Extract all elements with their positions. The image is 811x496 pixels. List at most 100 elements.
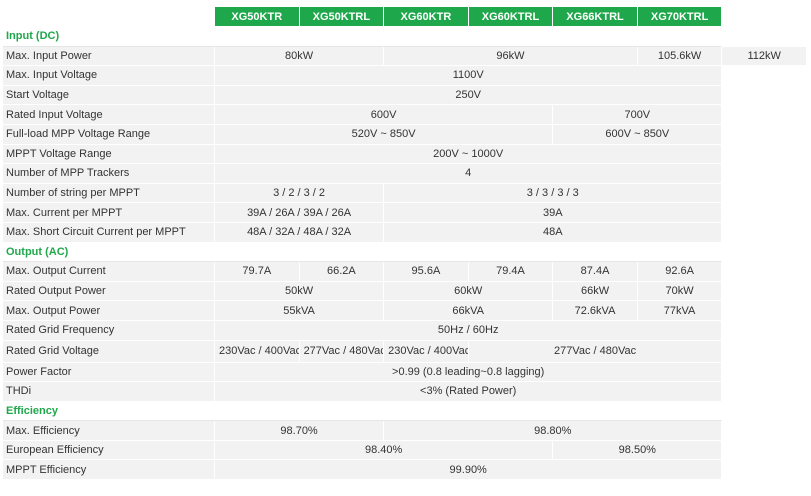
- spec-table: XG50KTR XG50KTRL XG60KTR XG60KTRL XG66KTRL XG…: [3, 7, 807, 481]
- spec-label: Max. Input Power: [3, 46, 215, 67]
- spec-label: Max. Efficiency: [3, 421, 215, 441]
- spec-value: 92.6A: [637, 262, 723, 282]
- spec-label: MPPT Voltage Range: [3, 144, 215, 165]
- spec-row: Max. Input Voltage 1100V: [3, 66, 807, 86]
- spec-value: 4: [215, 164, 723, 184]
- section-title: Efficiency: [3, 401, 723, 422]
- spec-value: 600V ~ 850V: [553, 124, 723, 145]
- spec-value: 3 / 3 / 3 / 3: [384, 183, 723, 204]
- spec-row: Start Voltage 250V: [3, 85, 807, 106]
- spec-row: Max. Efficiency 98.70% 98.80%: [3, 421, 807, 441]
- spec-value: 77kVA: [637, 301, 723, 321]
- section-row: Efficiency: [3, 401, 807, 422]
- spec-value: 80kW: [215, 46, 385, 67]
- spec-label: Max. Output Current: [3, 262, 215, 282]
- spec-label: THDi: [3, 382, 215, 402]
- spec-label: Max. Current per MPPT: [3, 203, 215, 223]
- spec-label: Rated Grid Voltage: [3, 340, 215, 363]
- spec-value: 98.70%: [215, 421, 385, 441]
- spec-value: 1100V: [215, 66, 723, 86]
- spec-row: THDi <3% (Rated Power): [3, 382, 807, 402]
- spec-label: Start Voltage: [3, 85, 215, 106]
- spec-value: 48A / 32A / 48A / 32A: [215, 222, 385, 243]
- spec-value: <3% (Rated Power): [215, 382, 723, 402]
- spec-row: Number of MPP Trackers 4: [3, 164, 807, 184]
- spec-label: MPPT Efficiency: [3, 460, 215, 481]
- spec-value: 66kVA: [384, 301, 554, 321]
- spec-label: Number of string per MPPT: [3, 183, 215, 204]
- spec-row: MPPT Efficiency 99.90%: [3, 460, 807, 481]
- spec-value: 700V: [553, 105, 723, 125]
- column-header: XG60KTR: [384, 7, 469, 27]
- spec-value: 55kVA: [215, 301, 385, 321]
- table-body: Input (DC) Max. Input Power 80kW 96kW 105.6k…: [3, 27, 807, 481]
- spec-row: Max. Short Circuit Current per MPPT 48A /…: [3, 222, 807, 243]
- header-row: XG50KTR XG50KTRL XG60KTR XG60KTRL XG66KTRL XG…: [3, 7, 807, 27]
- spec-value: 277Vac / 480Vac: [299, 340, 385, 363]
- spec-row: Rated Grid Voltage 230Vac / 400Vac 277Vac …: [3, 340, 807, 363]
- column-header: XG60KTRL: [468, 7, 554, 27]
- section-row: Input (DC): [3, 27, 807, 47]
- spec-value: 39A: [384, 203, 723, 223]
- spec-value: 98.50%: [553, 440, 723, 461]
- column-header: XG50KTR: [215, 7, 300, 27]
- spec-value: 98.80%: [384, 421, 723, 441]
- spec-value: 72.6kVA: [553, 301, 638, 321]
- spec-value: 50Hz / 60Hz: [215, 320, 723, 341]
- column-header: XG50KTRL: [299, 7, 385, 27]
- spec-value: 87.4A: [553, 262, 638, 282]
- spec-value: 200V ~ 1000V: [215, 144, 723, 165]
- spec-value: 66kW: [553, 281, 638, 302]
- spec-label: Max. Short Circuit Current per MPPT: [3, 222, 215, 243]
- spec-row: Max. Input Power 80kW 96kW 105.6kW 112kW: [3, 46, 807, 67]
- spec-value: 520V ~ 850V: [215, 124, 554, 145]
- spec-label: Rated Grid Frequency: [3, 320, 215, 341]
- spec-label: Max. Input Voltage: [3, 66, 215, 86]
- spec-row: European Efficiency 98.40% 98.50%: [3, 440, 807, 461]
- spec-value: >0.99 (0.8 leading~0.8 lagging): [215, 362, 723, 383]
- spec-value: 50kW: [215, 281, 385, 302]
- spec-value: 98.40%: [215, 440, 554, 461]
- spec-value: 250V: [215, 85, 723, 106]
- section-title: Output (AC): [3, 242, 723, 263]
- spec-value: 600V: [215, 105, 554, 125]
- spec-value: 70kW: [637, 281, 723, 302]
- section-title: Input (DC): [3, 27, 723, 47]
- spec-value: 230Vac / 400Vac: [384, 340, 469, 363]
- spec-label: Rated Output Power: [3, 281, 215, 302]
- spec-label: Number of MPP Trackers: [3, 164, 215, 184]
- spec-value: 99.90%: [215, 460, 723, 481]
- spec-value: 277Vac / 480Vac: [468, 340, 723, 363]
- spec-row: Max. Output Power 55kVA 66kVA 72.6kVA 77kVA: [3, 301, 807, 321]
- spec-value: 95.6A: [384, 262, 469, 282]
- spec-row: Max. Output Current 79.7A 66.2A 95.6A 79.4A 8…: [3, 262, 807, 282]
- spec-value: 79.4A: [468, 262, 554, 282]
- spec-row: Rated Grid Frequency 50Hz / 60Hz: [3, 320, 807, 341]
- spec-row: Rated Input Voltage 600V 700V: [3, 105, 807, 125]
- section-row: Output (AC): [3, 242, 807, 263]
- spec-value: 105.6kW: [637, 46, 723, 67]
- spec-row: Rated Output Power 50kW 60kW 66kW 70kW: [3, 281, 807, 302]
- column-header: XG66KTRL: [553, 7, 638, 27]
- spec-label: European Efficiency: [3, 440, 215, 461]
- spec-value: 96kW: [384, 46, 638, 67]
- spec-label: Full-load MPP Voltage Range: [3, 124, 215, 145]
- spec-row: Full-load MPP Voltage Range 520V ~ 850V 60…: [3, 124, 807, 145]
- spec-value: 48A: [384, 222, 723, 243]
- spec-label: Rated Input Voltage: [3, 105, 215, 125]
- spec-row: Power Factor >0.99 (0.8 leading~0.8 laggi…: [3, 362, 807, 383]
- header-blank: [3, 7, 215, 27]
- spec-value: 60kW: [384, 281, 554, 302]
- spec-value: 112kW: [722, 46, 807, 67]
- spec-label: Max. Output Power: [3, 301, 215, 321]
- spec-value: 39A / 26A / 39A / 26A: [215, 203, 385, 223]
- column-header: XG70KTRL: [637, 7, 723, 27]
- spec-value: 230Vac / 400Vac: [215, 340, 300, 363]
- spec-value: 66.2A: [299, 262, 385, 282]
- spec-label: Power Factor: [3, 362, 215, 383]
- spec-row: Max. Current per MPPT 39A / 26A / 39A / 2…: [3, 203, 807, 223]
- spec-value: 79.7A: [215, 262, 300, 282]
- spec-value: 3 / 2 / 3 / 2: [215, 183, 385, 204]
